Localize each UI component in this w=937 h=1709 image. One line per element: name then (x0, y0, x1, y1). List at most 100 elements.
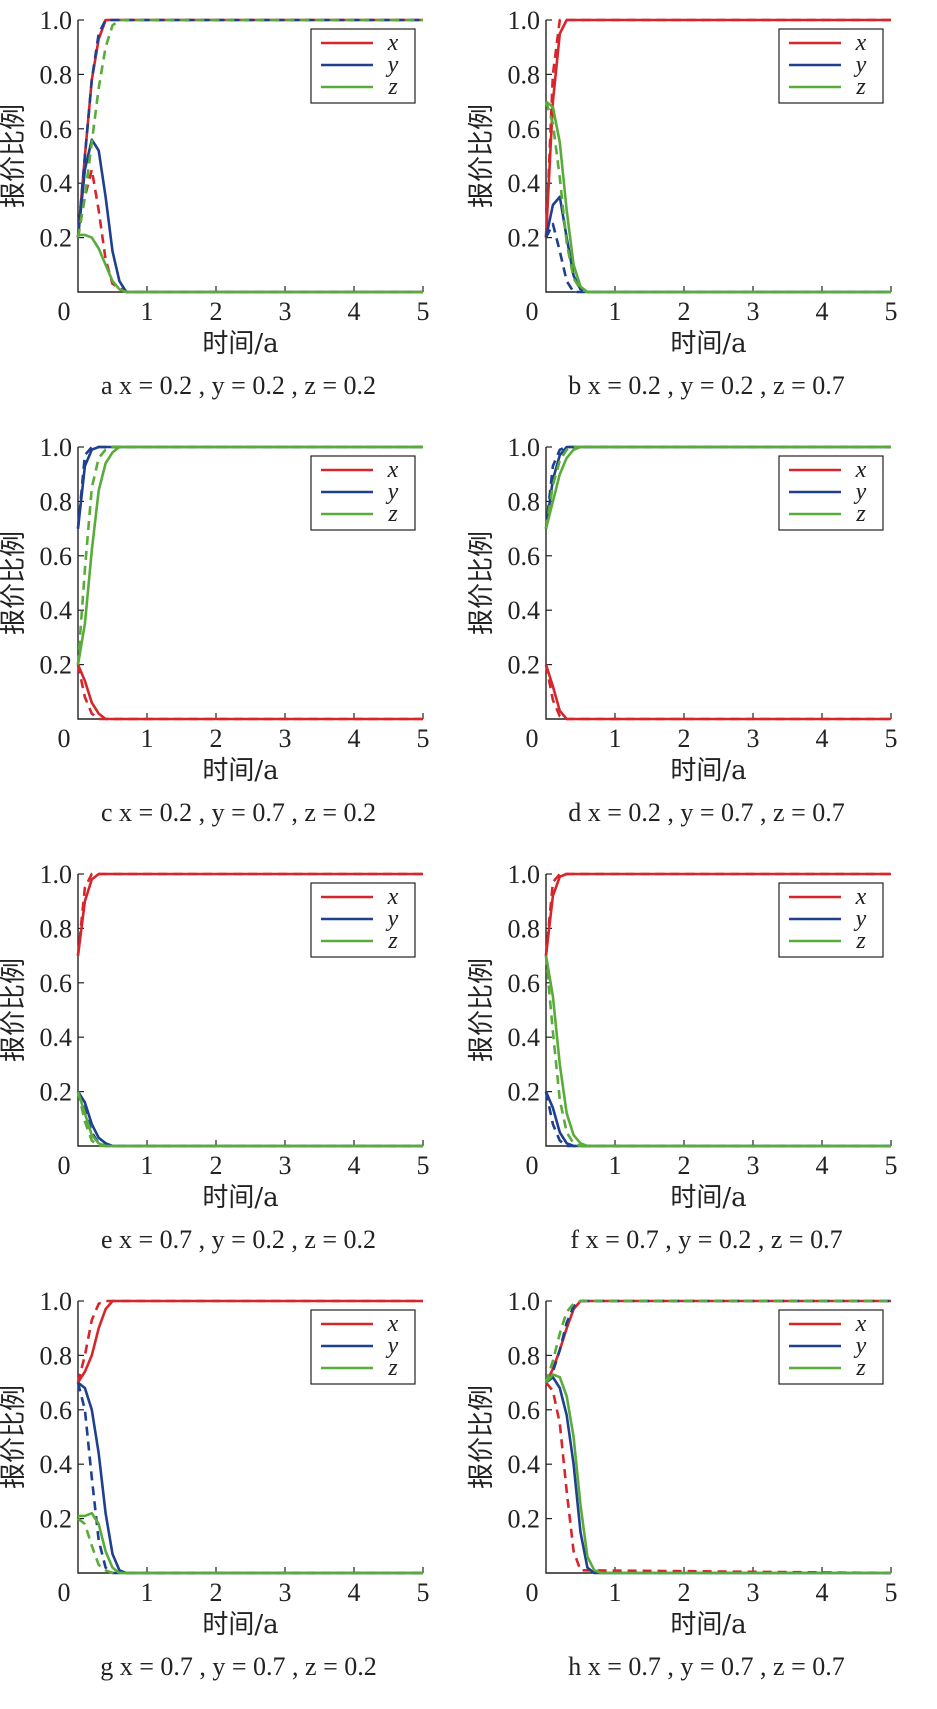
panel-letter: h (568, 1652, 588, 1681)
y-tick-label: 0.6 (40, 115, 73, 144)
x-tick-label: 3 (747, 1578, 760, 1607)
series-z-solid-line (545, 100, 891, 294)
series-x-solid-line (544, 664, 891, 721)
x-tick-label: 4 (816, 1151, 829, 1180)
legend-label-z: z (387, 1355, 398, 1381)
series-y-solid-line (76, 1090, 423, 1148)
x-tick-label: 2 (210, 297, 223, 326)
legend-label-y: y (386, 479, 399, 505)
chart-panel-d: 0 1 2 3 4 5 0.2 0.4 0.6 0.8 1.0 x y z 报价比例 时间/a d x = 0.… (467, 427, 936, 854)
y-tick-label: 1.0 (508, 860, 541, 889)
chart-panel-g: 0 1 2 3 4 5 0.2 0.4 0.6 0.8 1.0 x y z 报价比例 时间/a g x = 0.… (0, 1281, 468, 1708)
y-tick-label: 1.0 (508, 433, 541, 462)
y-axis-label: 报价比例 (467, 104, 497, 208)
x-tick-label: 4 (348, 1151, 361, 1180)
x-tick-label: 1 (609, 724, 622, 753)
x-tick-label: 5 (417, 1578, 430, 1607)
y-tick-label: 0.6 (40, 542, 73, 571)
x-tick-label: 0 (58, 1151, 71, 1180)
legend-label-x: x (387, 457, 399, 483)
x-tick-label: 5 (885, 724, 898, 753)
panel-caption-text: x = 0.2 , y = 0.2 , z = 0.7 (588, 371, 845, 400)
y-axis-label: 报价比例 (0, 958, 29, 1062)
legend-label-z: z (855, 1355, 866, 1381)
legend-label-x: x (855, 884, 867, 910)
x-tick-label: 2 (678, 1578, 691, 1607)
series-z-solid-line (544, 445, 891, 529)
legend-label-z: z (387, 74, 398, 100)
y-tick-label: 0.2 (40, 1505, 73, 1534)
y-tick-label: 0.2 (40, 1078, 73, 1107)
chart-panel-c: 0 1 2 3 4 5 0.2 0.4 0.6 0.8 1.0 x y z 报价比例 时间/a c x = 0.… (0, 427, 468, 854)
legend-label-y: y (386, 1333, 399, 1359)
x-axis-label: 时间/a (670, 1610, 746, 1640)
series-x-dashed-line (76, 1299, 423, 1383)
x-tick-label: 3 (747, 1151, 760, 1180)
x-tick-label: 1 (609, 1151, 622, 1180)
y-tick-label: 0.8 (508, 1341, 541, 1370)
legend-label-x: x (387, 884, 399, 910)
x-tick-label: 5 (417, 297, 430, 326)
x-tick-label: 5 (885, 297, 898, 326)
series-z-solid-line (78, 1511, 423, 1575)
x-tick-label: 5 (885, 1151, 898, 1180)
series-y-solid-line (76, 138, 423, 294)
y-tick-label: 0.4 (508, 1023, 541, 1052)
series-x-solid-line (76, 664, 423, 721)
panel-caption-text: x = 0.7 , y = 0.2 , z = 0.2 (119, 1225, 376, 1254)
legend-label-y: y (386, 52, 399, 78)
legend-label-z: z (387, 928, 398, 954)
series-y-solid-line (544, 195, 891, 294)
x-tick-label: 1 (141, 297, 154, 326)
x-tick-label: 2 (678, 724, 691, 753)
x-tick-label: 3 (279, 1151, 292, 1180)
x-tick-label: 1 (141, 1151, 154, 1180)
y-tick-label: 1.0 (40, 1287, 73, 1316)
panel-caption-text: x = 0.2 , y = 0.7 , z = 0.7 (588, 798, 845, 827)
series-x-dashed-line (544, 872, 891, 956)
panel-caption: e x = 0.7 , y = 0.2 , z = 0.2 (101, 1225, 376, 1254)
chart-panel-h: 0 1 2 3 4 5 0.2 0.4 0.6 0.8 1.0 x y z 报价比例 时间/a h x = 0.… (467, 1281, 936, 1708)
x-tick-label: 4 (348, 1578, 361, 1607)
x-tick-label: 0 (526, 1578, 539, 1607)
y-tick-label: 0.4 (508, 169, 541, 198)
series-z-solid-line (545, 1373, 891, 1575)
series-y-solid-line (545, 1375, 891, 1575)
y-tick-label: 0.8 (40, 487, 73, 516)
series-z-dashed-line (544, 445, 891, 529)
panel-letter: a (101, 371, 119, 400)
panel-caption-text: x = 0.7 , y = 0.7 , z = 0.7 (588, 1652, 845, 1681)
x-tick-label: 3 (279, 297, 292, 326)
series-y-dashed-line (544, 1091, 891, 1148)
panel-caption: h x = 0.7 , y = 0.7 , z = 0.7 (568, 1652, 845, 1681)
y-tick-label: 0.6 (40, 969, 73, 998)
legend-label-y: y (854, 479, 867, 505)
series-z-dashed-line (544, 1299, 891, 1383)
legend-label-z: z (387, 501, 398, 527)
legend-label-z: z (855, 74, 866, 100)
panel-caption: f x = 0.7 , y = 0.2 , z = 0.7 (570, 1225, 842, 1254)
y-tick-label: 0.2 (508, 651, 541, 680)
series-x-dashed-line (76, 664, 423, 721)
chart-panel-f: 0 1 2 3 4 5 0.2 0.4 0.6 0.8 1.0 x y z 报价比例 时间/a f x = 0.… (467, 854, 936, 1281)
panel-caption: b x = 0.2 , y = 0.2 , z = 0.7 (568, 371, 845, 400)
series-y-dashed-line (76, 1382, 423, 1575)
x-tick-label: 2 (678, 1151, 691, 1180)
panel-letter: b (568, 371, 588, 400)
legend-label-z: z (855, 501, 866, 527)
y-axis-label: 报价比例 (467, 1385, 497, 1489)
x-axis-label: 时间/a (202, 756, 278, 786)
x-axis-label: 时间/a (202, 1183, 278, 1213)
y-tick-label: 0.8 (40, 914, 73, 943)
panel-caption: c x = 0.2 , y = 0.7 , z = 0.2 (101, 798, 376, 827)
series-z-solid-line (76, 1091, 423, 1148)
x-tick-label: 2 (678, 297, 691, 326)
series-z-solid-line (78, 233, 423, 294)
chart-panel-e: 0 1 2 3 4 5 0.2 0.4 0.6 0.8 1.0 x y z 报价比例 时间/a e x = 0.… (0, 854, 468, 1281)
